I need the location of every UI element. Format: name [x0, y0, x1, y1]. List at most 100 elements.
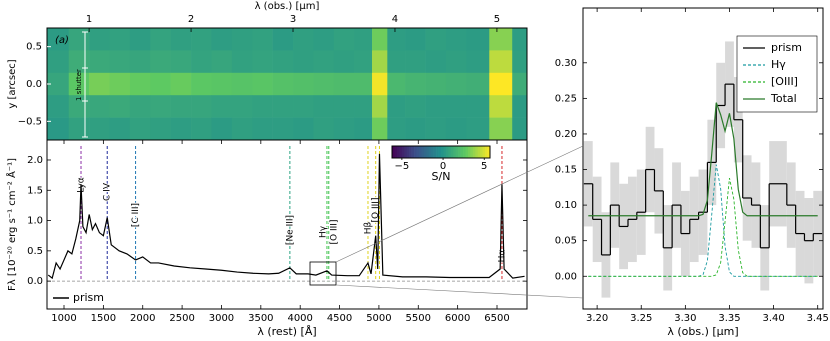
heatmap-cell: [231, 117, 253, 141]
heatmap-cell: [354, 95, 373, 118]
x-tick-label: 6000: [445, 313, 470, 324]
colorbar-step: [441, 146, 444, 158]
heatmap-cell: [252, 95, 273, 118]
emission-line-label: Hα: [497, 250, 507, 263]
emission-line-label: [O III]: [329, 220, 339, 245]
heatmap-cell: [272, 95, 294, 118]
heatmap-cell: [170, 95, 192, 118]
heatmap-cell: [387, 28, 406, 51]
heatmap-cell: [333, 117, 355, 141]
colorbar-step: [480, 146, 483, 158]
x-tick-label: 2: [188, 14, 194, 25]
heatmap-cell: [89, 72, 110, 96]
y-tick-label: 0.10: [555, 200, 577, 211]
x-tick-label: 6500: [484, 313, 509, 324]
x-tick-label: 3: [290, 14, 296, 25]
colorbar-step: [482, 146, 486, 158]
colorbar-step: [406, 146, 410, 158]
heatmap-cell: [313, 50, 335, 74]
heatmap-cell: [466, 117, 490, 141]
heatmap-cell: [231, 50, 253, 74]
colorbar-tick-label: −5: [395, 161, 410, 172]
heatmap-cell: [150, 72, 171, 96]
x-tick-label: 2000: [130, 313, 155, 324]
model-line: [588, 102, 818, 217]
heatmap-cell: [512, 72, 528, 96]
heatmap-cell: [313, 28, 335, 51]
x-tick-label: 1500: [91, 313, 116, 324]
x-tick-label: 3000: [209, 313, 234, 324]
heatmap-cell: [68, 28, 90, 51]
x-tick-label: 3.35: [718, 313, 740, 324]
heatmap-cell: [333, 95, 355, 118]
colorbar-step: [428, 146, 432, 158]
x-axis-title: λ (obs.) [µm]: [255, 1, 320, 12]
heatmap-cell: [333, 50, 355, 74]
heatmap-cell: [150, 28, 171, 51]
colorbar-step: [448, 146, 452, 158]
heatmap-cell: [466, 72, 490, 96]
heatmap-cell: [109, 50, 131, 74]
colorbar-step: [453, 146, 456, 158]
colorbar-step: [414, 146, 417, 158]
heatmap-cell: [47, 117, 70, 141]
x-axis-title: λ (rest) [Å]: [257, 325, 316, 338]
heatmap-cell: [211, 50, 233, 74]
colorbar-step: [465, 146, 469, 158]
heatmap-cell: [191, 50, 212, 74]
heatmap-cell: [405, 95, 426, 118]
heatmap-cell: [170, 28, 192, 51]
y-tick-label: 0.5: [27, 246, 43, 257]
heatmap-cell: [47, 72, 70, 96]
heatmap-cell: [191, 28, 212, 51]
colorbar-step: [450, 146, 454, 158]
zoom-connector: [335, 284, 584, 299]
clip-mask: [823, 0, 830, 341]
heatmap-cell: [489, 50, 513, 74]
colorbar-step: [460, 146, 464, 158]
y-tick-label: −0.5: [18, 116, 42, 127]
heatmap-cell: [170, 117, 192, 141]
heatmap-cell: [191, 95, 212, 118]
colorbar-step: [485, 146, 488, 158]
heatmap-cell: [47, 50, 70, 74]
colorbar-frame: [391, 145, 491, 159]
emission-line-label: Hγ: [318, 225, 328, 238]
heatmap-cell: [231, 28, 253, 51]
heatmap-cell: [445, 72, 467, 96]
x-tick-label: 3500: [248, 313, 273, 324]
heatmap-cell: [191, 117, 212, 141]
heatmap-cell: [512, 50, 528, 74]
heatmap-cell: [170, 50, 192, 74]
heatmap-cell: [89, 95, 110, 118]
spectrum-line: [47, 153, 525, 280]
heatmap-cell: [313, 72, 335, 96]
heatmap-cell: [445, 117, 467, 141]
colorbar-step: [445, 146, 449, 158]
y-tick-label: 0.20: [555, 129, 577, 140]
heatmap-cell: [387, 95, 406, 118]
colorbar-step: [436, 146, 439, 158]
heatmap-cell: [109, 95, 131, 118]
legend-label: prism: [73, 291, 104, 304]
heatmap-cell: [129, 72, 151, 96]
heatmap-cell: [405, 28, 426, 51]
axes-frame: [582, 7, 824, 310]
x-tick-label: 4500: [327, 313, 352, 324]
legend-label: Total: [770, 92, 797, 105]
heatmap-cell: [489, 95, 513, 118]
colorbar-step: [433, 146, 437, 158]
heatmap-cell: [372, 28, 388, 51]
heatmap-cell: [272, 72, 294, 96]
heatmap-cell: [68, 50, 90, 74]
heatmap-cell: [293, 28, 314, 51]
y-tick-label: 0.00: [555, 271, 577, 282]
colorbar-step: [472, 146, 476, 158]
colorbar-step: [423, 146, 427, 158]
y-tick-label: 0.05: [555, 236, 577, 247]
y-tick-label: 0.5: [26, 42, 42, 53]
panel-label: (a): [55, 35, 69, 46]
colorbar-step: [418, 146, 422, 158]
heatmap-cell: [313, 95, 335, 118]
y-tick-label: 1.0: [27, 216, 43, 227]
